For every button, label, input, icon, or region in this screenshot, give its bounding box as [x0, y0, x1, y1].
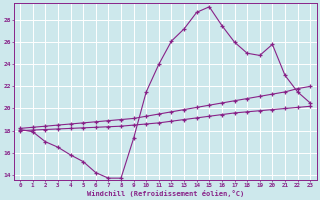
X-axis label: Windchill (Refroidissement éolien,°C): Windchill (Refroidissement éolien,°C)	[86, 190, 244, 197]
